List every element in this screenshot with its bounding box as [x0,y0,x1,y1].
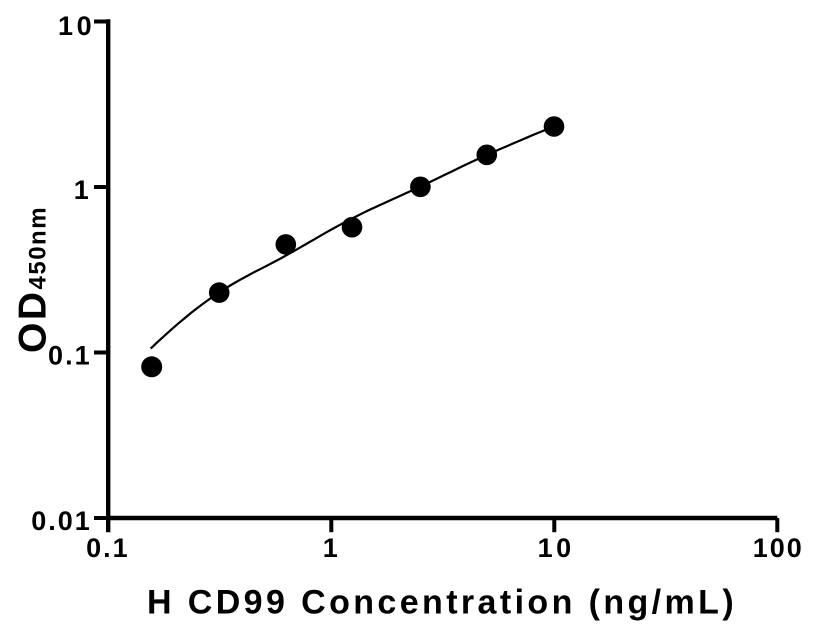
svg-text:0.1: 0.1 [86,533,130,563]
svg-text:1: 1 [323,533,340,563]
svg-text:0.01: 0.01 [31,506,92,536]
svg-text:1: 1 [74,175,91,205]
svg-text:10: 10 [58,11,95,41]
svg-text:0.1: 0.1 [48,340,92,370]
svg-text:100: 100 [753,533,804,563]
svg-text:H CD99 Concentration (ng/mL): H CD99 Concentration (ng/mL) [147,584,737,622]
svg-text:10: 10 [538,533,575,563]
